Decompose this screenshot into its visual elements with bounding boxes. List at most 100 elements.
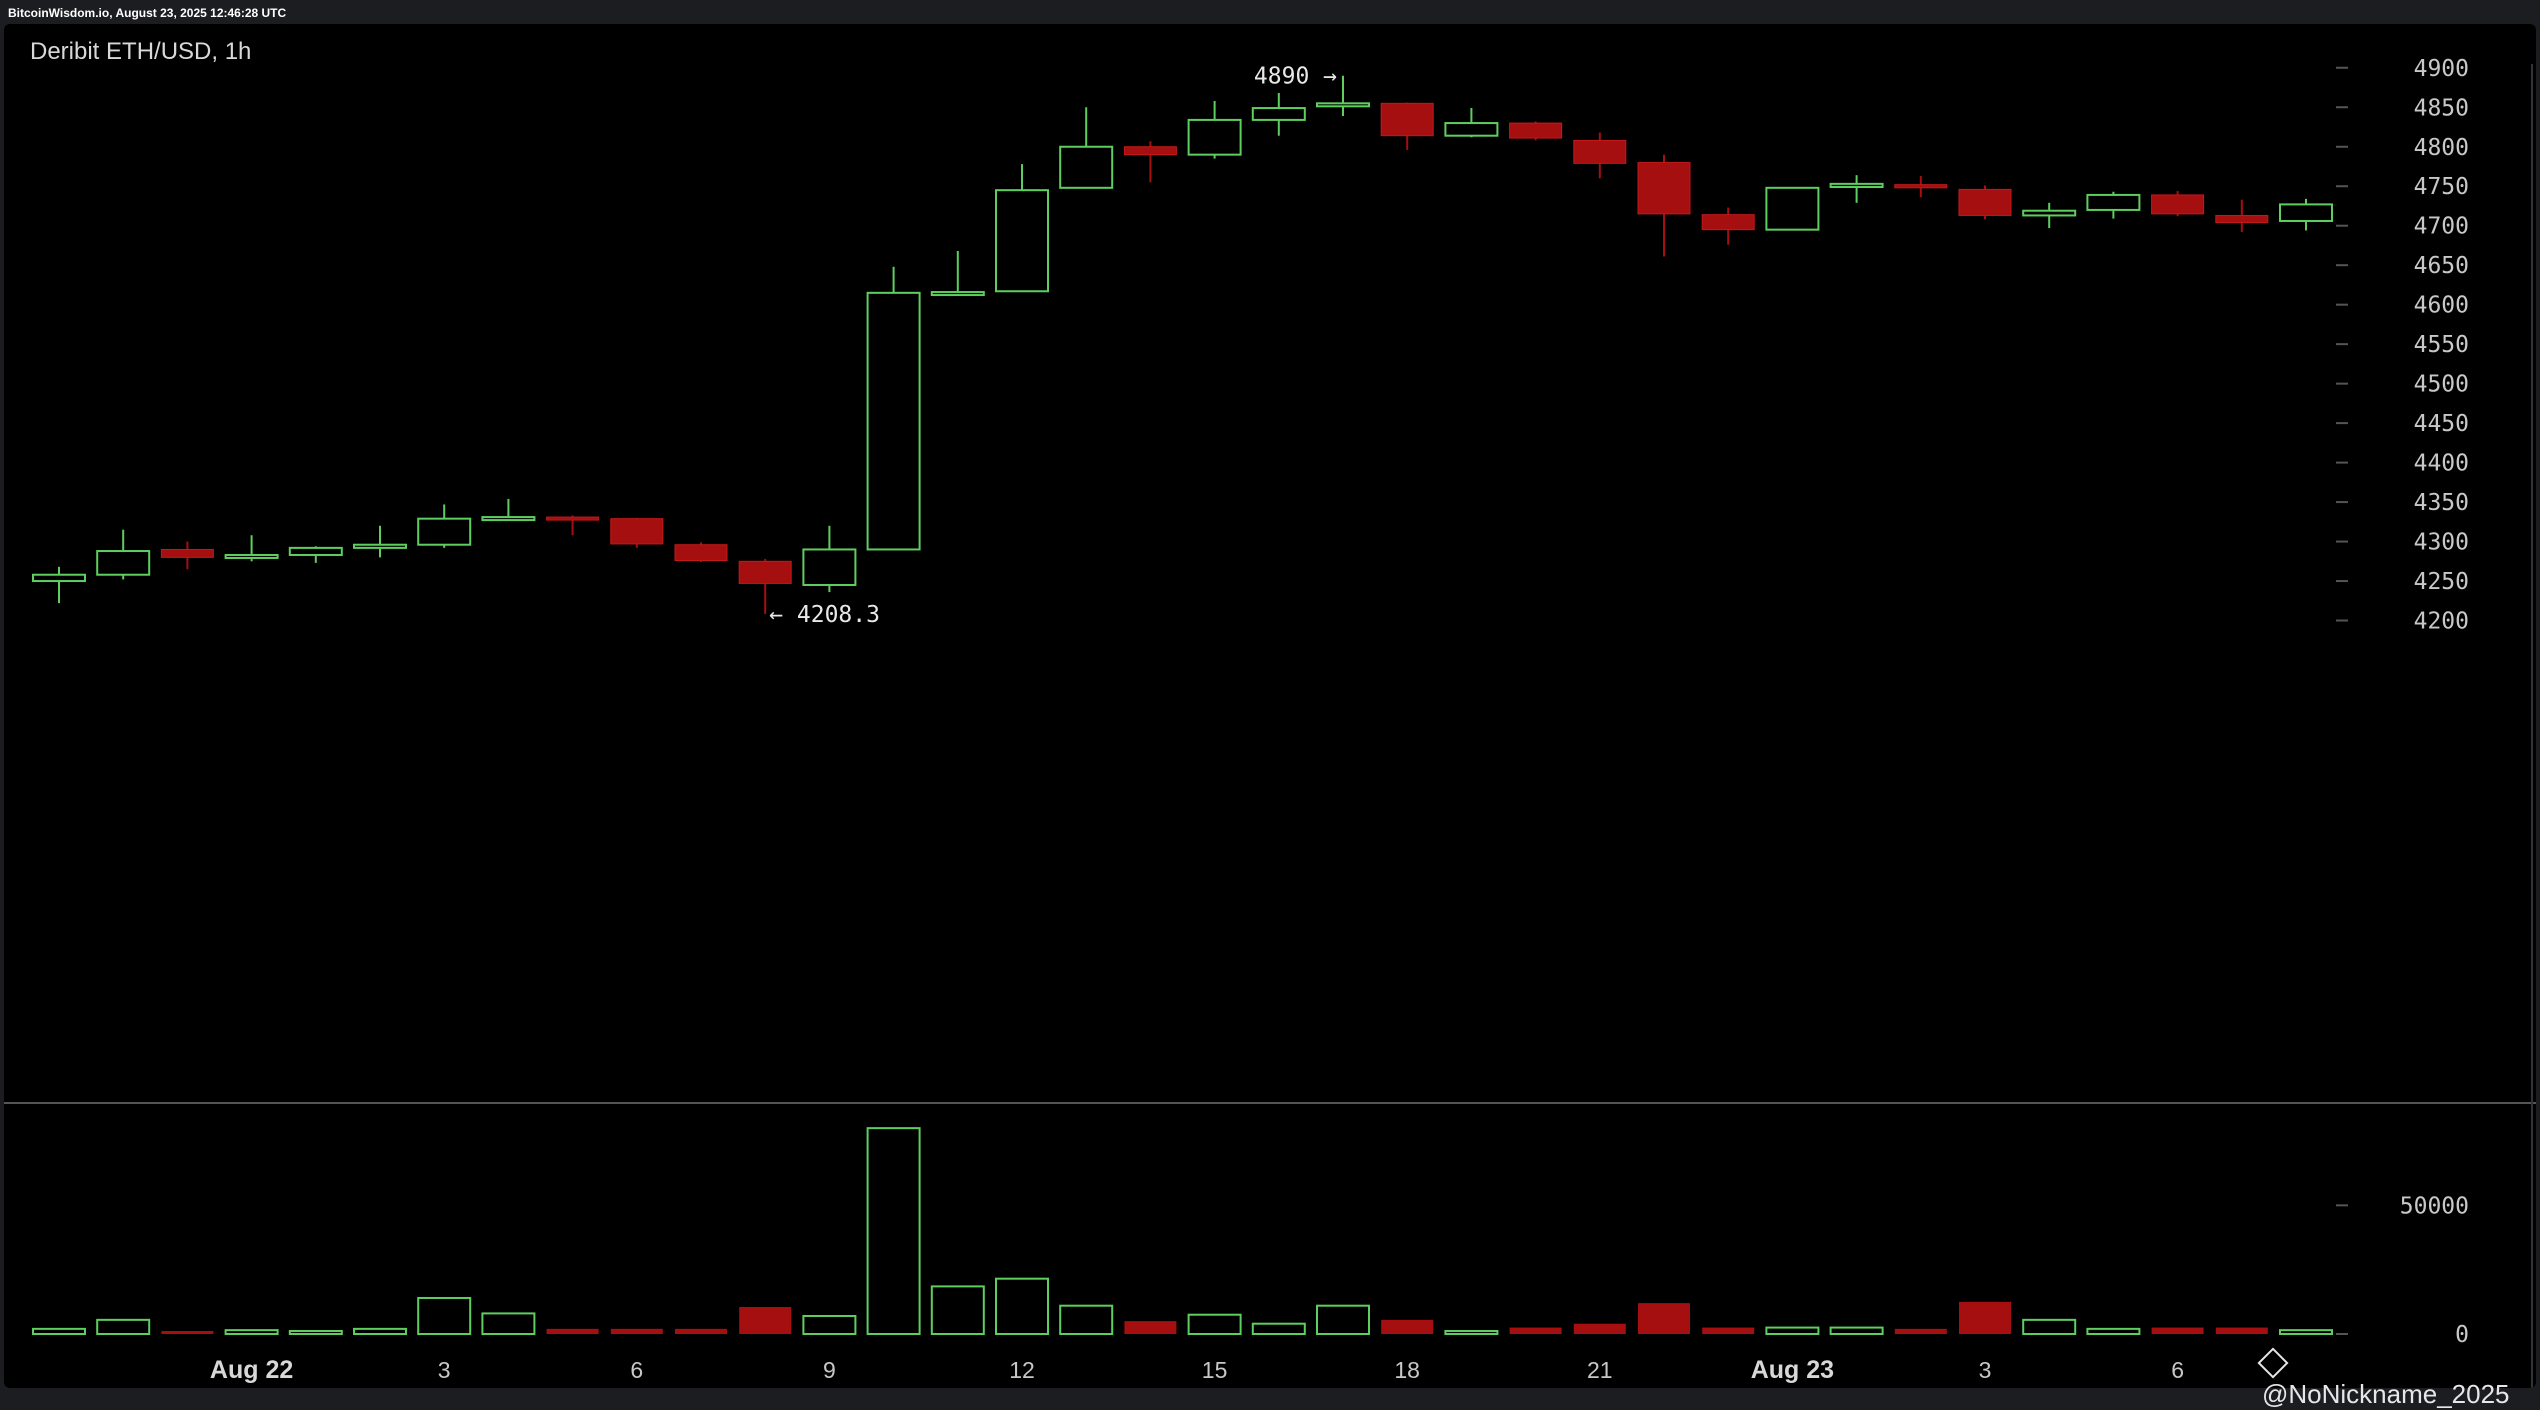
top-status-bar: BitcoinWisdom.io, August 23, 2025 12:46:… bbox=[0, 0, 2540, 24]
candle-body-down bbox=[1637, 162, 1691, 215]
candle-body-up bbox=[2022, 209, 2077, 217]
volume-bar-down bbox=[2151, 1327, 2204, 1334]
time-tick-label: 21 bbox=[1587, 1357, 1613, 1383]
price-tick-label: 4800 bbox=[2414, 135, 2469, 161]
time-tick-label: Aug 22 bbox=[210, 1356, 293, 1384]
candle-body-up bbox=[1059, 145, 1114, 189]
price-tick-label: 4550 bbox=[2414, 332, 2469, 358]
price-tick-label: 4350 bbox=[2414, 490, 2469, 516]
volume-bar-up bbox=[96, 1318, 151, 1335]
volume-bar-down bbox=[739, 1306, 792, 1334]
candle-body-down bbox=[1573, 139, 1627, 164]
chart-title: Deribit ETH/USD, 1h bbox=[30, 38, 252, 65]
watermark: @NoNickname_2025 bbox=[2257, 1347, 2540, 1410]
candle-body-up bbox=[288, 546, 343, 556]
candle-body-up bbox=[2086, 193, 2141, 211]
candle-body-down bbox=[1958, 188, 2012, 216]
candle-body-up bbox=[481, 516, 536, 522]
volume-bar-up bbox=[1059, 1304, 1114, 1335]
price-tick-label: 4850 bbox=[2414, 95, 2469, 121]
volume-bar-up bbox=[930, 1285, 985, 1336]
price-tick-label: 4900 bbox=[2414, 56, 2469, 82]
volume-bar-down bbox=[1509, 1327, 1562, 1334]
volume-bar-up bbox=[2279, 1329, 2333, 1336]
candle-body-down bbox=[1894, 184, 1948, 189]
time-tick-label: 6 bbox=[2171, 1357, 2184, 1383]
candle-body-down bbox=[610, 518, 664, 545]
time-tick-label: 3 bbox=[1979, 1357, 1992, 1383]
candle-body-up bbox=[995, 189, 1049, 293]
volume-bar-up bbox=[353, 1327, 407, 1335]
candle-body-up bbox=[1316, 102, 1370, 108]
volume-bar-up bbox=[1251, 1322, 1306, 1335]
volume-bar-up bbox=[288, 1330, 343, 1335]
price-tick-label: 4700 bbox=[2414, 214, 2469, 240]
watermark-text: @NoNickname_2025 bbox=[2262, 1379, 2510, 1409]
price-tick-label: 4200 bbox=[2414, 609, 2469, 635]
price-tick-label: 4250 bbox=[2414, 569, 2469, 595]
low-price-annotation: ← 4208.3 bbox=[769, 602, 880, 628]
volume-bar-down bbox=[675, 1328, 727, 1334]
candle-body-up bbox=[353, 543, 407, 549]
candle-body-up bbox=[930, 291, 985, 297]
candlestick-chart: 4200 4250 4300 4350 4400 4450 4500 4550 4600 4650… bbox=[4, 56, 2536, 1388]
volume-bar-down bbox=[1959, 1301, 2011, 1334]
volume-bar-down bbox=[1124, 1321, 1177, 1334]
volume-bar-down bbox=[1638, 1303, 1690, 1334]
volume-bar-up bbox=[417, 1296, 472, 1335]
time-tick-label: 9 bbox=[823, 1357, 836, 1383]
volume-bar-down bbox=[610, 1328, 663, 1334]
candle-body-up bbox=[1187, 118, 1242, 156]
candle-body-up bbox=[224, 553, 279, 559]
candle-body-down bbox=[674, 544, 728, 562]
candle-body-up bbox=[32, 573, 86, 583]
time-tick-label: 12 bbox=[1009, 1357, 1035, 1383]
candle-body-up bbox=[802, 548, 857, 586]
candle-body-down bbox=[738, 560, 792, 584]
volume-bar-up bbox=[32, 1327, 86, 1335]
volume-bar-up bbox=[995, 1277, 1049, 1336]
candle-body-down bbox=[1509, 122, 1563, 139]
volume-bar-down bbox=[1381, 1319, 1434, 1334]
volume-bar-down bbox=[1702, 1327, 1755, 1334]
candle-body-down bbox=[1123, 146, 1177, 156]
candle-body-up bbox=[1444, 122, 1499, 137]
candle-body-up bbox=[1765, 186, 1820, 231]
time-tick-label: 6 bbox=[630, 1357, 643, 1383]
price-tick-label: 4600 bbox=[2414, 293, 2469, 319]
price-tick-label: 4400 bbox=[2414, 451, 2469, 477]
candle-body-up bbox=[417, 517, 472, 546]
volume-bar-down bbox=[161, 1331, 214, 1334]
volume-bar-up bbox=[1187, 1313, 1242, 1335]
candle-body-up bbox=[2279, 203, 2333, 222]
volume-bar-up bbox=[1829, 1326, 1884, 1335]
candle-body-up bbox=[1829, 182, 1884, 189]
price-tick-label: 4750 bbox=[2414, 174, 2469, 200]
volume-tick-label: 50000 bbox=[2400, 1193, 2469, 1219]
volume-bar-down bbox=[546, 1328, 599, 1334]
volume-bar-up bbox=[481, 1312, 536, 1336]
volume-bar-down bbox=[1573, 1323, 1626, 1334]
candle-body-down bbox=[1701, 214, 1755, 231]
volume-tick-label: 0 bbox=[2455, 1322, 2469, 1348]
volume-bar-up bbox=[1316, 1304, 1370, 1335]
volume-bar-down bbox=[2215, 1327, 2268, 1334]
high-price-annotation: 4890 → bbox=[1254, 64, 1337, 90]
volume-bar-up bbox=[1444, 1330, 1499, 1335]
candle-body-down bbox=[2215, 214, 2269, 224]
volume-bar-up bbox=[866, 1127, 921, 1336]
candle-body-up bbox=[96, 550, 151, 576]
price-tick-label: 4300 bbox=[2414, 530, 2469, 556]
source-timestamp: BitcoinWisdom.io, August 23, 2025 12:46:… bbox=[8, 6, 287, 20]
diamond-logo-icon bbox=[2257, 1347, 2289, 1379]
volume-bar-down bbox=[1894, 1328, 1947, 1334]
price-tick-label: 4650 bbox=[2414, 253, 2469, 279]
time-tick-label: 18 bbox=[1394, 1357, 1420, 1383]
volume-bar-up bbox=[1765, 1326, 1820, 1335]
volume-bar-up bbox=[2022, 1318, 2077, 1335]
time-tick-label: 3 bbox=[438, 1357, 451, 1383]
time-tick-label: Aug 23 bbox=[1751, 1356, 1834, 1384]
candle-body-down bbox=[2151, 194, 2205, 215]
time-tick-label: 15 bbox=[1202, 1357, 1228, 1383]
volume-bar-up bbox=[224, 1329, 279, 1336]
